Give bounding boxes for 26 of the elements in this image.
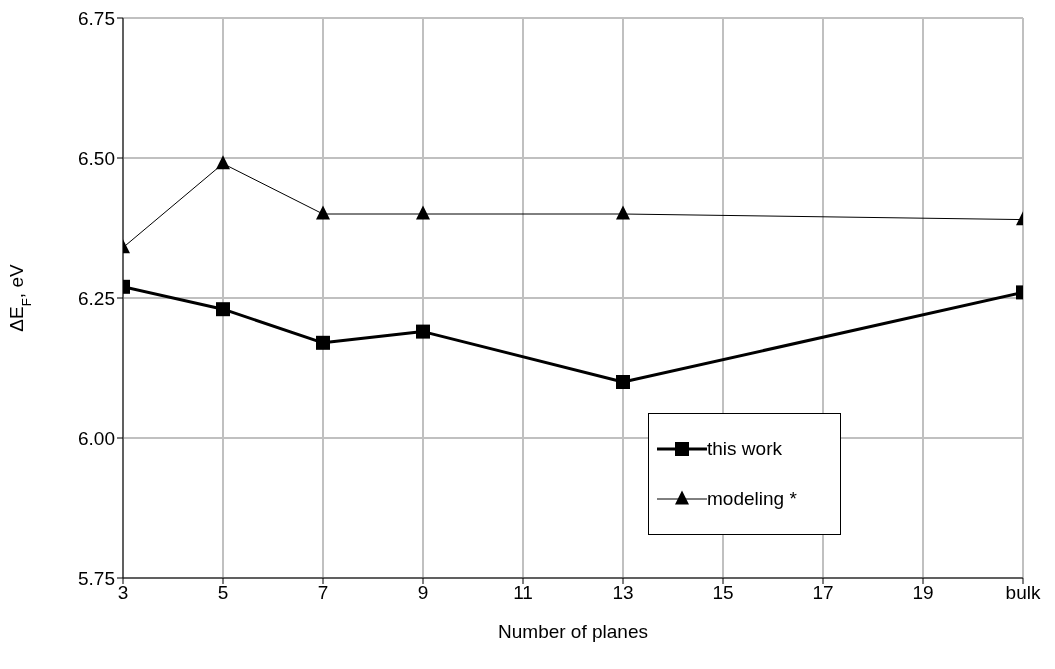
x-axis-title: Number of planes	[498, 621, 648, 642]
x-tick-label: 11	[513, 582, 533, 604]
y-tick-label: 6.75	[78, 7, 115, 29]
point	[416, 324, 430, 339]
y-tick-label: 5.75	[78, 567, 115, 589]
x-tick-label: 9	[417, 582, 429, 604]
y-tick-label: 6.25	[78, 287, 115, 309]
legend-label: modeling *	[707, 488, 797, 510]
point	[316, 205, 330, 220]
point	[416, 205, 430, 220]
x-tick-label: 19	[912, 582, 934, 604]
point	[216, 302, 230, 317]
point	[216, 155, 230, 170]
y-tick-label: 6.50	[78, 147, 115, 169]
y-tick-label: 6.00	[78, 427, 115, 449]
x-tick-label: 17	[812, 582, 834, 604]
x-tick-label: 7	[317, 582, 329, 604]
x-tick-label: 5	[217, 582, 229, 604]
point	[616, 375, 630, 389]
x-tick-label: bulk	[1005, 582, 1041, 604]
point	[316, 335, 330, 350]
x-tick-label: 15	[712, 582, 734, 604]
x-tick-label: 3	[117, 582, 129, 604]
legend-label: this work	[707, 438, 782, 460]
x-tick-label: 13	[612, 582, 634, 604]
point	[616, 205, 630, 220]
